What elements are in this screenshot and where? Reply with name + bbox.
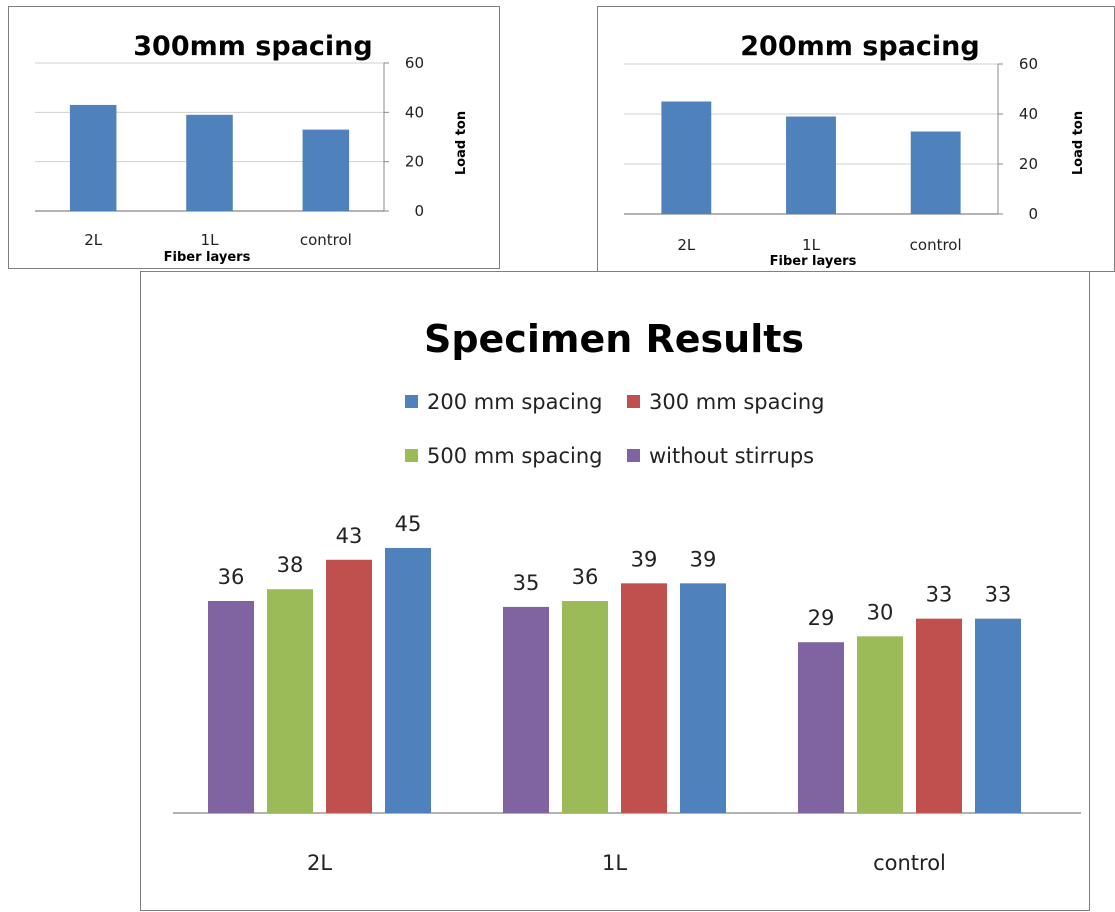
category-label-2l: 2L — [307, 851, 332, 875]
chart-200-bar-1l — [786, 116, 836, 214]
chart-specimen-results: Specimen Results 200 mm spacing 300 mm spa… — [140, 271, 1090, 911]
data-label-2l-200-mm-spacing: 45 — [395, 512, 422, 536]
data-label-1l-200-mm-spacing: 39 — [690, 547, 717, 571]
data-label-control-300-mm-spacing: 33 — [926, 583, 953, 607]
bar-2l-without-stirrups — [208, 601, 254, 813]
chart-200-y-tick-label: 60 — [1019, 55, 1038, 73]
chart-300-y-tick-label: 40 — [405, 103, 424, 121]
chart-300-category-label: 1L — [201, 231, 220, 249]
data-label-2l-500-mm-spacing: 38 — [277, 553, 304, 577]
bar-1l-500-mm-spacing — [562, 601, 608, 813]
chart-300-y-tick-label: 20 — [405, 153, 424, 171]
legend-label-200-mm-spacing: 200 mm spacing — [427, 390, 603, 414]
category-label-1l: 1L — [602, 851, 627, 875]
bar-2l-200-mm-spacing — [385, 548, 431, 813]
chart-300mm-spacing-svg: 0 20 40 60 2L 1L control 300mm spacing Fiber lay… — [35, 31, 469, 265]
data-label-2l-300-mm-spacing: 43 — [336, 524, 363, 548]
chart-300-title: 300mm spacing — [133, 31, 372, 62]
data-label-2l-without-stirrups: 36 — [218, 565, 245, 589]
legend-swatch-300-mm-spacing — [627, 395, 640, 408]
chart-200-category-label: 1L — [802, 236, 821, 254]
data-label-1l-without-stirrups: 35 — [513, 571, 540, 595]
chart-200-category-label: 2L — [677, 236, 696, 254]
chart-200-bar-control — [910, 131, 961, 214]
bar-control-500-mm-spacing — [857, 636, 903, 813]
data-label-control-200-mm-spacing: 33 — [985, 583, 1012, 607]
chart-300-bar-1l — [186, 114, 233, 211]
legend-swatch-500-mm-spacing — [405, 449, 418, 462]
legend-swatch-200-mm-spacing — [405, 395, 418, 408]
chart-300-bar-2l — [69, 104, 117, 211]
chart-200mm-spacing: 0 20 40 60 2L 1L control 200mm spacing Fiber lay… — [597, 6, 1115, 272]
bar-control-without-stirrups — [798, 642, 844, 813]
bar-1l-300-mm-spacing — [621, 583, 667, 813]
chart-300-y-tick-label: 0 — [414, 202, 424, 220]
chart-200-y-axis-title: Load ton — [1071, 111, 1086, 175]
category-label-control: control — [873, 851, 946, 875]
chart-300-x-axis-title: Fiber layers — [164, 250, 251, 265]
bar-1l-without-stirrups — [503, 606, 549, 813]
bar-1l-200-mm-spacing — [680, 583, 726, 813]
chart-200-title: 200mm spacing — [740, 31, 979, 62]
legend-label-300-mm-spacing: 300 mm spacing — [649, 390, 825, 414]
data-label-1l-500-mm-spacing: 36 — [572, 565, 599, 589]
data-label-1l-300-mm-spacing: 39 — [631, 547, 658, 571]
data-label-control-500-mm-spacing: 30 — [867, 600, 894, 624]
chart-300-bar-control — [302, 129, 350, 211]
bar-2l-300-mm-spacing — [326, 559, 372, 813]
chart-300-y-tick-label: 60 — [405, 54, 424, 72]
bar-2l-500-mm-spacing — [267, 589, 313, 813]
chart-200-x-axis-title: Fiber layers — [770, 254, 857, 269]
chart-main-title: Specimen Results — [424, 317, 804, 361]
legend-label-without-stirrups: without stirrups — [649, 444, 814, 468]
chart-200-category-label: control — [910, 236, 962, 254]
chart-300-category-label: 2L — [84, 231, 103, 249]
chart-300mm-spacing: 0 20 40 60 2L 1L control 300mm spacing Fiber lay… — [8, 6, 500, 269]
chart-200-y-tick-label: 40 — [1019, 105, 1038, 123]
chart-200-bar-2l — [661, 101, 712, 214]
legend-label-500-mm-spacing: 500 mm spacing — [427, 444, 603, 468]
bar-control-200-mm-spacing — [975, 618, 1021, 813]
chart-300-category-label: control — [300, 231, 352, 249]
chart-300-y-axis-title: Load ton — [454, 111, 469, 175]
legend-swatch-without-stirrups — [627, 449, 640, 462]
chart-200-y-tick-label: 20 — [1019, 155, 1038, 173]
data-label-control-without-stirrups: 29 — [808, 606, 835, 630]
chart-200-y-tick-label: 0 — [1028, 205, 1038, 223]
chart-200mm-spacing-svg: 0 20 40 60 2L 1L control 200mm spacing Fiber lay… — [624, 31, 1086, 269]
bar-control-300-mm-spacing — [916, 618, 962, 813]
chart-specimen-results-svg: Specimen Results 200 mm spacing 300 mm spa… — [173, 317, 1081, 875]
